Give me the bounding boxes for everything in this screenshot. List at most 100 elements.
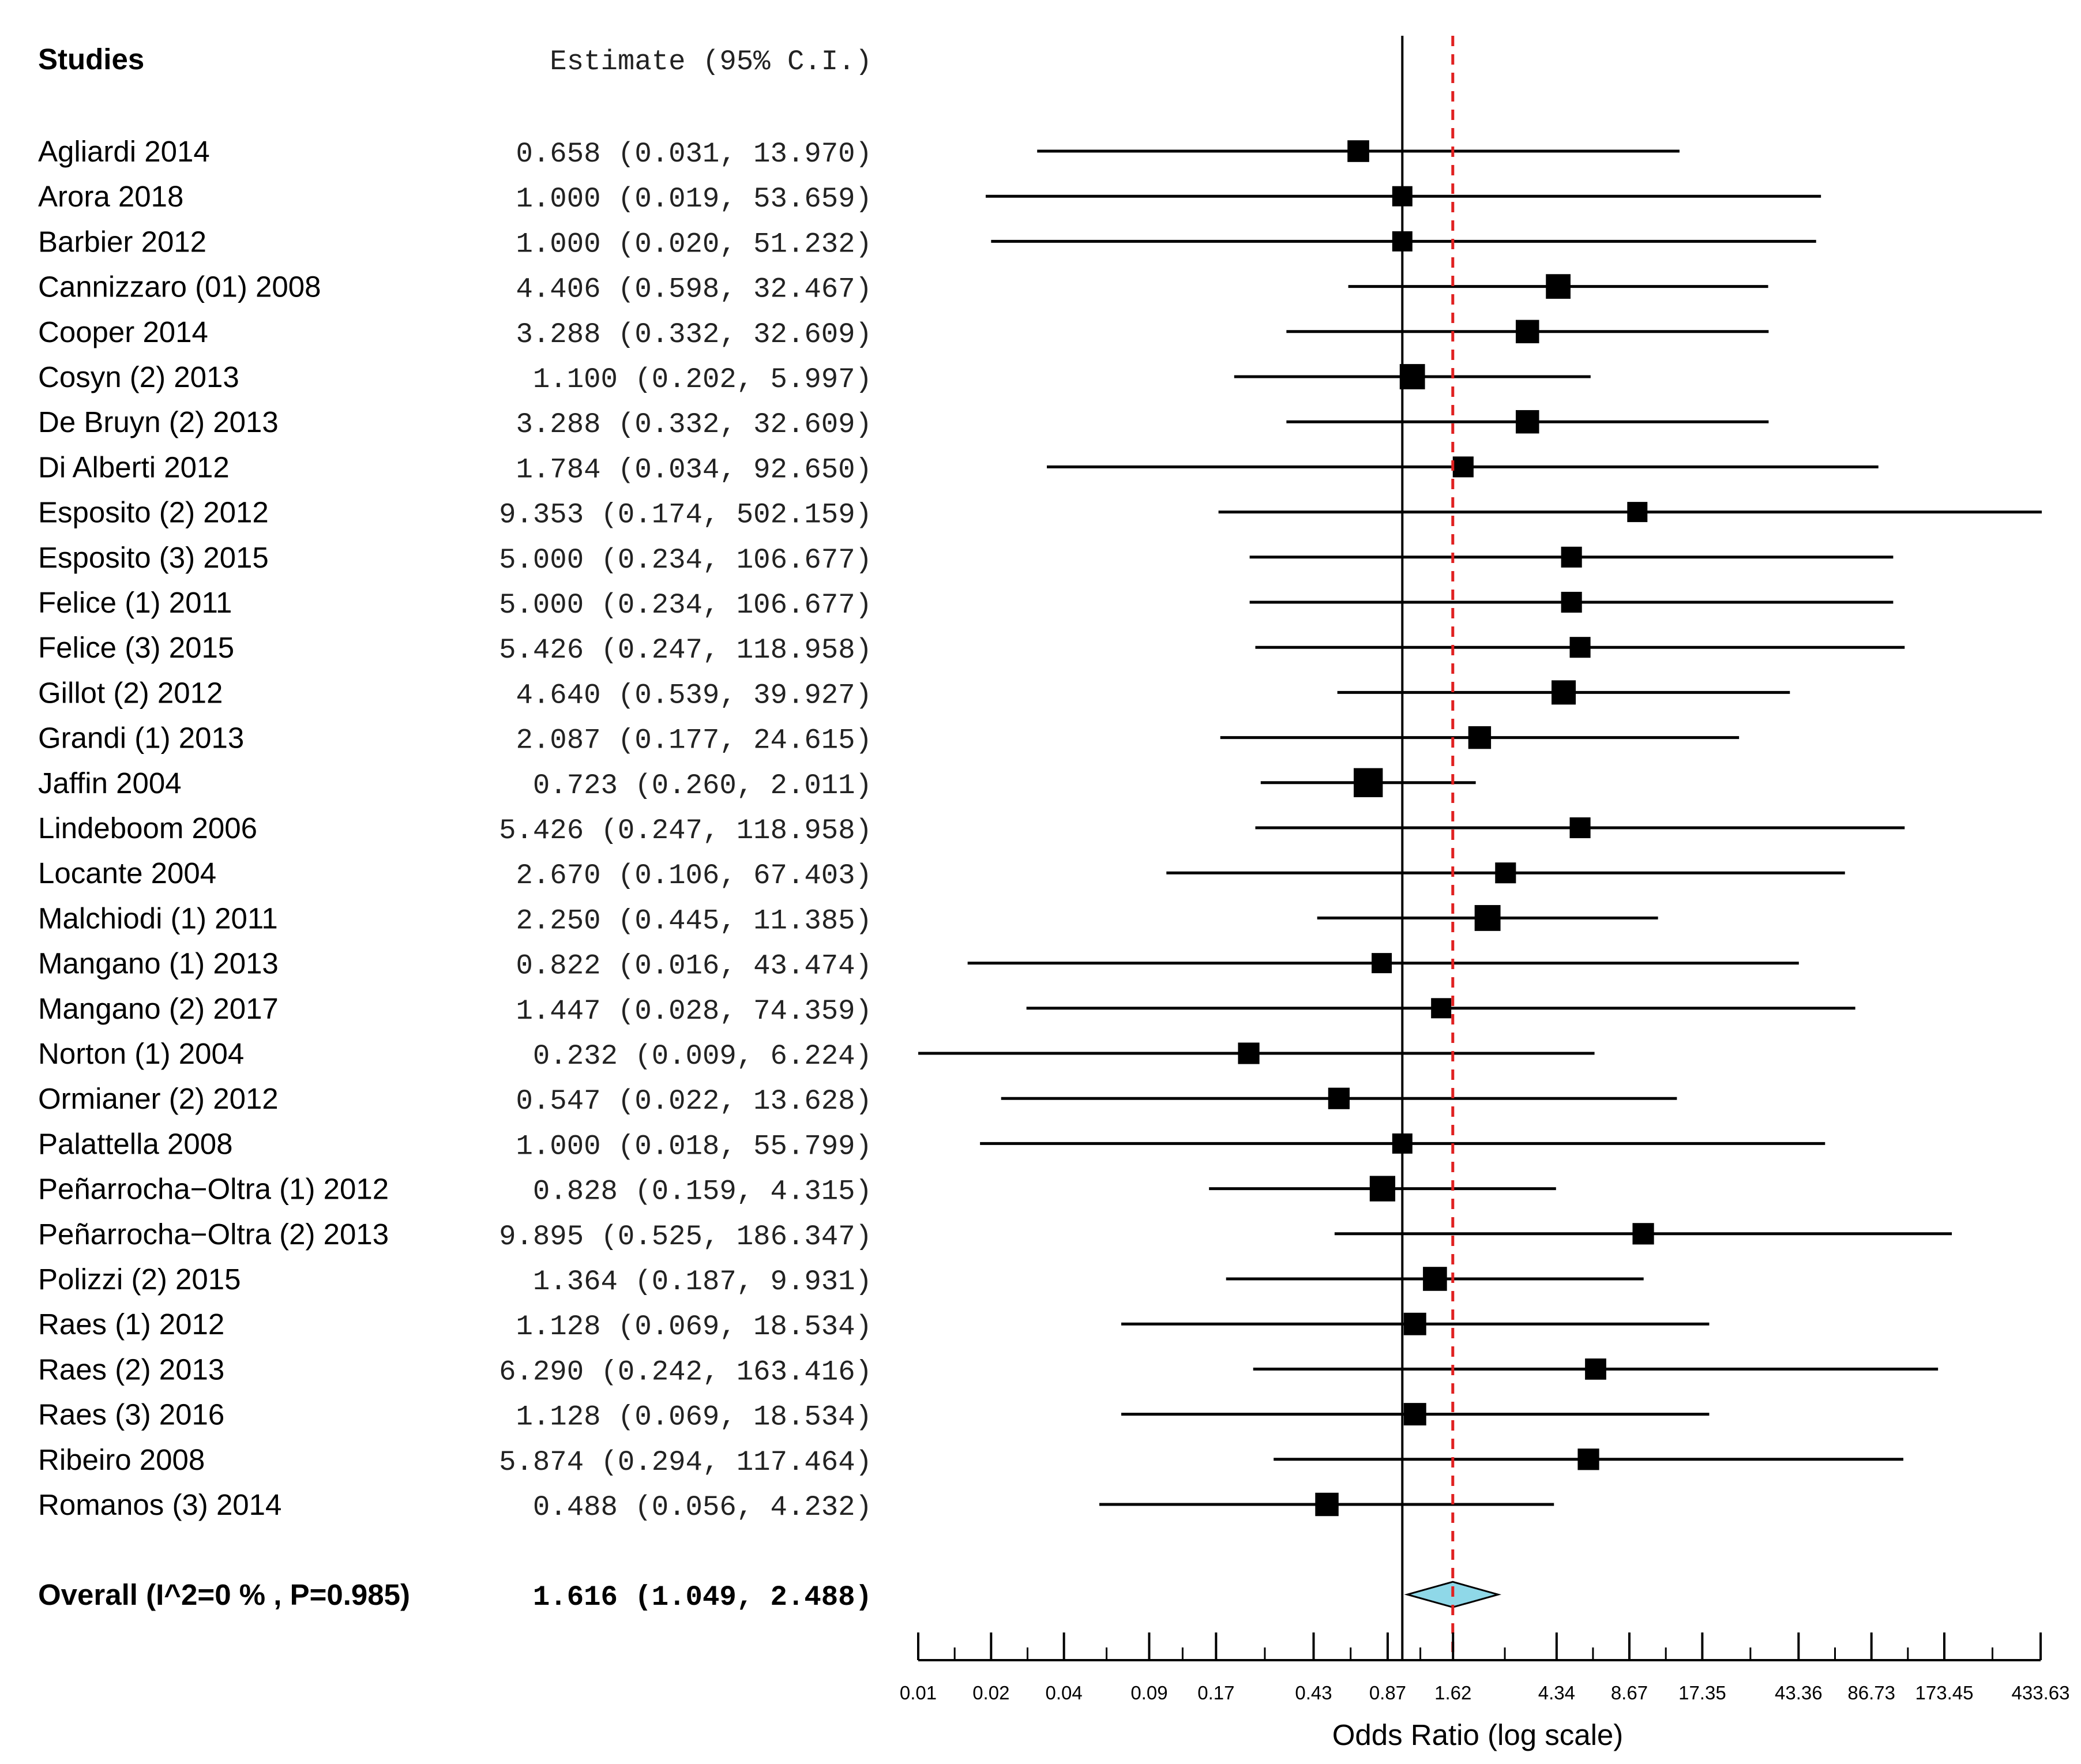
point-estimate: [1403, 1312, 1426, 1335]
x-axis-label: Odds Ratio (log scale): [1332, 1718, 1624, 1751]
study-label: Malchiodi (1) 2011: [38, 902, 278, 934]
study-label: De Bruyn (2) 2013: [38, 406, 279, 438]
x-tick-label: 17.35: [1678, 1682, 1726, 1703]
point-estimate: [1354, 768, 1383, 797]
study-estimate: 3.288 (0.332, 32.609): [516, 318, 872, 351]
study-label: Raes (1) 2012: [38, 1308, 224, 1341]
point-estimate: [1431, 998, 1452, 1019]
point-estimate: [1238, 1042, 1260, 1064]
study-estimate: 0.232 (0.009, 6.224): [533, 1040, 872, 1072]
x-tick-label: 0.02: [972, 1682, 1009, 1703]
point-estimate: [1372, 953, 1392, 974]
study-estimate: 5.000 (0.234, 106.677): [499, 589, 872, 621]
x-tick-label: 4.34: [1538, 1682, 1575, 1703]
x-tick-label: 86.73: [1847, 1682, 1895, 1703]
study-estimate: 6.290 (0.242, 163.416): [499, 1356, 872, 1388]
study-label: Di Alberti 2012: [38, 451, 230, 483]
point-estimate: [1627, 502, 1648, 523]
study-label: Felice (1) 2011: [38, 586, 232, 619]
point-estimate: [1474, 904, 1501, 931]
point-estimate: [1315, 1492, 1339, 1517]
study-label: Peñarrocha−Oltra (2) 2013: [38, 1218, 389, 1251]
study-label: Polizzi (2) 2015: [38, 1263, 241, 1296]
study-label: Gillot (2) 2012: [38, 676, 223, 709]
x-tick-label: 0.09: [1130, 1682, 1167, 1703]
study-label: Norton (1) 2004: [38, 1037, 244, 1070]
x-tick-label: 0.87: [1369, 1682, 1406, 1703]
study-estimate: 2.670 (0.106, 67.403): [516, 860, 872, 892]
point-estimate: [1632, 1223, 1654, 1245]
x-tick-label: 433.63: [2012, 1682, 2070, 1703]
x-tick-label: 0.04: [1046, 1682, 1083, 1703]
study-label: Arora 2018: [38, 180, 183, 213]
point-estimate: [1423, 1267, 1447, 1291]
study-estimate: 1.000 (0.020, 51.232): [516, 228, 872, 260]
point-estimate: [1347, 140, 1369, 162]
study-label: Peñarrocha−Oltra (1) 2012: [38, 1173, 389, 1206]
estimate-header: Estimate (95% C.I.): [550, 46, 872, 78]
study-estimate: 5.426 (0.247, 118.958): [499, 815, 872, 847]
study-estimate: 9.895 (0.525, 186.347): [499, 1221, 872, 1253]
study-estimate: 1.364 (0.187, 9.931): [533, 1266, 872, 1298]
study-label: Mangano (1) 2013: [38, 947, 279, 980]
study-label: Raes (2) 2013: [38, 1353, 224, 1386]
study-estimate: 5.874 (0.294, 117.464): [499, 1446, 872, 1478]
study-label: Cannizzaro (01) 2008: [38, 271, 321, 303]
study-estimate: 4.406 (0.598, 32.467): [516, 273, 872, 306]
point-estimate: [1515, 410, 1539, 434]
study-label: Romanos (3) 2014: [38, 1488, 281, 1521]
study-estimate: 1.784 (0.034, 92.650): [516, 453, 872, 486]
study-label: Locante 2004: [38, 857, 216, 889]
study-label: Mangano (2) 2017: [38, 992, 279, 1025]
study-estimate: 1.100 (0.202, 5.997): [533, 363, 872, 396]
study-label: Lindeboom 2006: [38, 812, 257, 845]
study-estimate: 2.087 (0.177, 24.615): [516, 725, 872, 757]
study-estimate: 1.128 (0.069, 18.534): [516, 1311, 872, 1343]
point-estimate: [1369, 1176, 1396, 1202]
study-estimate: 1.447 (0.028, 74.359): [516, 995, 872, 1027]
point-estimate: [1577, 1448, 1599, 1470]
point-estimate: [1399, 364, 1425, 389]
study-label: Jaffin 2004: [38, 767, 182, 800]
study-label: Ormianer (2) 2012: [38, 1082, 279, 1115]
point-estimate: [1561, 591, 1582, 613]
study-label: Cosyn (2) 2013: [38, 361, 239, 393]
study-label: Cooper 2014: [38, 316, 208, 348]
x-tick-label: 1.62: [1434, 1682, 1471, 1703]
study-estimate: 5.000 (0.234, 106.677): [499, 544, 872, 576]
study-estimate: 0.822 (0.016, 43.474): [516, 950, 872, 982]
study-estimate: 1.000 (0.018, 55.799): [516, 1130, 872, 1162]
study-estimate: 0.723 (0.260, 2.011): [533, 770, 872, 802]
x-tick-label: 43.36: [1775, 1682, 1823, 1703]
study-estimate: 1.000 (0.019, 53.659): [516, 183, 872, 215]
study-estimate: 0.658 (0.031, 13.970): [516, 138, 872, 170]
overall-label: Overall (I^2=0 % , P=0.985): [38, 1578, 410, 1611]
study-estimate: 1.128 (0.069, 18.534): [516, 1401, 872, 1433]
x-tick-label: 0.43: [1295, 1682, 1332, 1703]
x-tick-label: 173.45: [1915, 1682, 1974, 1703]
point-estimate: [1569, 637, 1591, 658]
point-estimate: [1403, 1403, 1426, 1426]
study-label: Grandi (1) 2013: [38, 722, 244, 755]
study-label: Esposito (3) 2015: [38, 541, 269, 574]
point-estimate: [1328, 1087, 1350, 1109]
study-label: Agliardi 2014: [38, 135, 210, 168]
point-estimate: [1515, 320, 1539, 344]
point-estimate: [1585, 1358, 1606, 1380]
study-estimate: 0.547 (0.022, 13.628): [516, 1085, 872, 1117]
point-estimate: [1452, 456, 1474, 478]
point-estimate: [1561, 546, 1582, 568]
point-estimate: [1468, 726, 1492, 749]
study-label: Raes (3) 2016: [38, 1398, 224, 1431]
study-estimate: 2.250 (0.445, 11.385): [516, 904, 872, 937]
point-estimate: [1569, 817, 1591, 839]
study-label: Palattella 2008: [38, 1127, 232, 1160]
x-tick-label: 0.17: [1197, 1682, 1234, 1703]
point-estimate: [1552, 680, 1576, 705]
x-tick-label: 8.67: [1611, 1682, 1648, 1703]
study-label: Barbier 2012: [38, 225, 206, 258]
study-estimate: 0.828 (0.159, 4.315): [533, 1176, 872, 1208]
x-tick-label: 0.01: [900, 1682, 937, 1703]
study-estimate: 9.353 (0.174, 502.159): [499, 499, 872, 531]
